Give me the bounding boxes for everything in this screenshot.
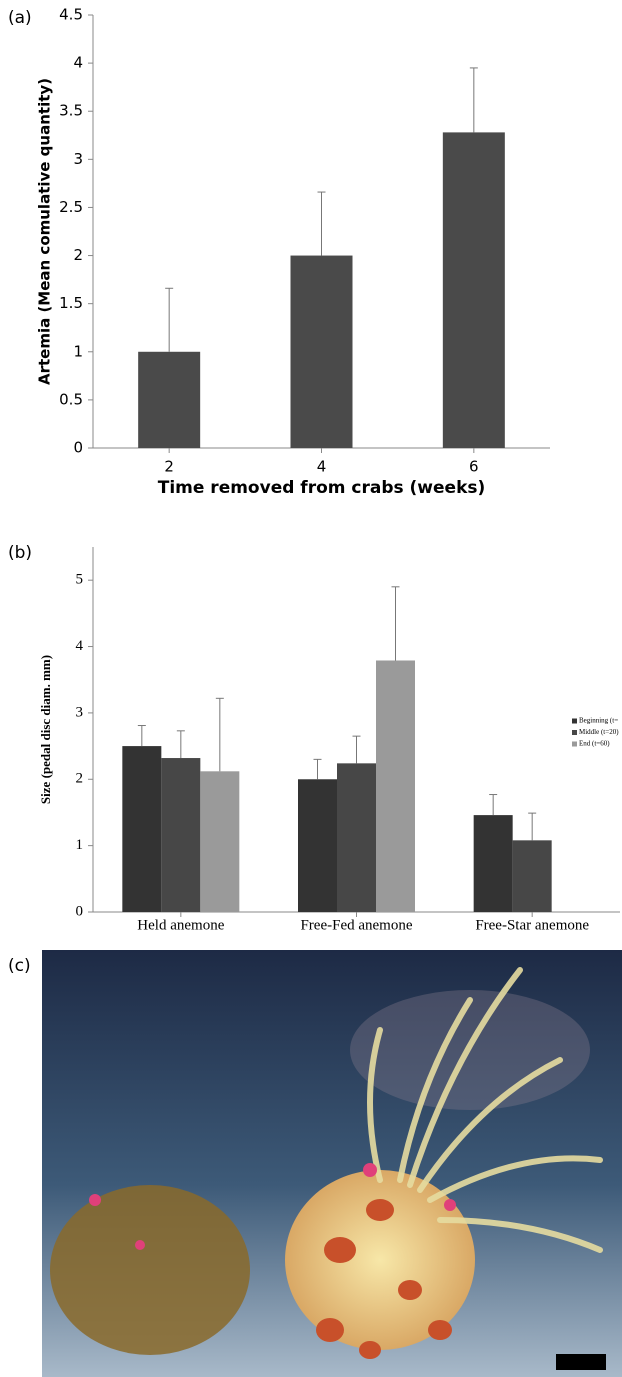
error-bar — [165, 288, 173, 352]
legend-label: Beginning (t= — [579, 717, 618, 725]
panel-label: (a) — [8, 8, 32, 28]
legend-label: Middle (t=20) — [579, 728, 619, 736]
bar — [376, 660, 415, 912]
bar — [513, 840, 552, 912]
x-tick-label: Free-Star anemone — [475, 917, 589, 933]
figure: (a) 0 0.5 1 1.5 2 2.5 3 3.5 4 4.5 Artemia (Mean com… — [0, 0, 622, 1377]
bar — [443, 132, 505, 448]
error-bar — [318, 192, 326, 256]
scale-bar — [556, 1354, 606, 1370]
error-bar — [314, 759, 322, 779]
bar — [138, 352, 200, 448]
error-bar — [177, 731, 185, 758]
y-tick-label: 1 — [76, 837, 84, 853]
bar — [161, 758, 200, 912]
error-bar — [353, 736, 361, 763]
panel-label: (c) — [8, 956, 31, 976]
y-tick-label: 1 — [73, 342, 83, 360]
bar — [200, 771, 239, 912]
y-tick-label: 4.5 — [59, 6, 83, 24]
x-tick-label: Held anemone — [137, 917, 224, 933]
y-tick-label: 3.5 — [59, 102, 83, 120]
y-axis-label: Artemia (Mean comulative quantity) — [36, 78, 54, 385]
error-bar — [528, 813, 536, 840]
y-tick-label: 0 — [76, 903, 84, 919]
y-tick-label: 5 — [76, 572, 84, 588]
legend-swatch — [572, 742, 577, 747]
error-bar — [489, 795, 497, 816]
error-bar — [216, 698, 224, 771]
y-axis-label: Size (pedal disc diam. mm) — [38, 655, 53, 804]
chart-b: (b) 0 1 2 3 4 5 Size (pedal disc diam. mm) Held … — [8, 543, 620, 933]
crab — [50, 1185, 250, 1355]
bar — [122, 746, 161, 912]
error-bar — [392, 587, 400, 661]
bar — [474, 815, 513, 912]
panel-label: (b) — [8, 543, 32, 563]
y-tick-label: 3 — [73, 150, 83, 168]
chart-a: (a) 0 0.5 1 1.5 2 2.5 3 3.5 4 4.5 Artemia (Mean com… — [8, 6, 550, 499]
bar — [291, 256, 353, 448]
x-axis-label: Time removed from crabs (weeks) — [158, 478, 486, 498]
y-tick-label: 1.5 — [59, 294, 83, 312]
legend-swatch — [572, 730, 577, 735]
x-tick-label: 2 — [164, 458, 174, 476]
y-tick-label: 0 — [73, 439, 83, 457]
y-tick-label: 3 — [76, 704, 84, 720]
legend-label: End (t=60) — [579, 740, 610, 748]
y-tick-label: 2 — [73, 246, 83, 264]
y-tick-label: 2 — [76, 771, 84, 787]
error-bar — [470, 68, 478, 132]
y-tick-label: 2.5 — [59, 198, 83, 216]
bar — [337, 763, 376, 912]
x-tick-label: Free-Fed anemone — [300, 917, 412, 933]
y-tick-label: 4 — [76, 638, 84, 654]
x-tick-label: 6 — [469, 458, 479, 476]
x-tick-label: 4 — [317, 458, 327, 476]
bar — [298, 779, 337, 912]
legend-swatch — [572, 719, 577, 724]
y-tick-label: 4 — [73, 54, 83, 72]
photo: (c) — [8, 950, 622, 1377]
y-tick-label: 0.5 — [59, 390, 83, 408]
error-bar — [138, 726, 146, 747]
